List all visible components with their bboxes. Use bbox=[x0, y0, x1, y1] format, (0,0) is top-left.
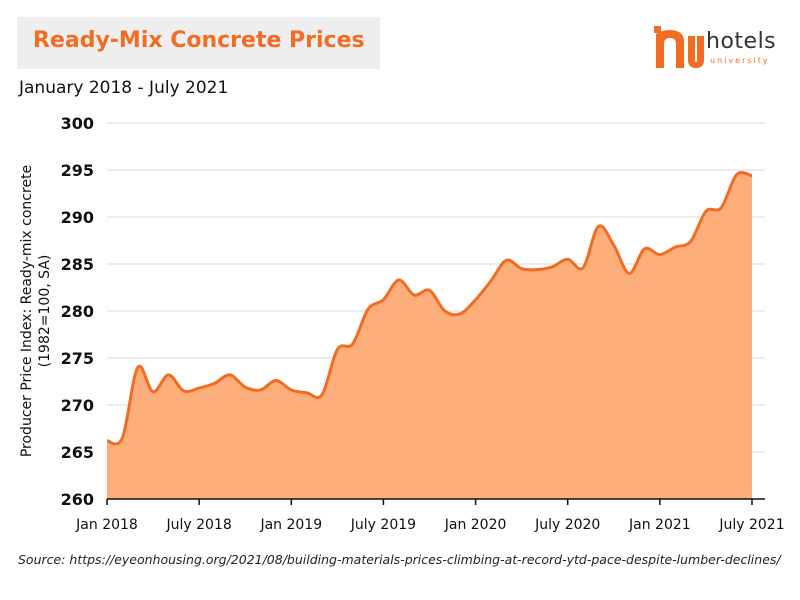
x-tick-label: July 2021 bbox=[718, 517, 784, 533]
logo-subtext: university bbox=[710, 56, 770, 65]
logo-mark-icon bbox=[654, 26, 704, 68]
y-tick-label: 275 bbox=[61, 349, 94, 368]
y-tick-label: 285 bbox=[61, 255, 94, 274]
x-tick-label: July 2020 bbox=[534, 517, 600, 533]
y-tick-label: 295 bbox=[61, 161, 94, 180]
y-tick-labels: 260 265 270 275 280 285 290 295 300 bbox=[61, 114, 94, 509]
x-tick-labels: Jan 2018 July 2018 Jan 2019 July 2019 Jan 20… bbox=[75, 499, 785, 533]
source-note: Source: https://eyeonhousing.org/2021/08… bbox=[18, 552, 781, 567]
x-tick-label: Jan 2020 bbox=[444, 517, 507, 533]
x-tick-label: Jan 2021 bbox=[628, 517, 691, 533]
y-tick-label: 300 bbox=[61, 114, 94, 133]
y-tick-label: 270 bbox=[61, 396, 94, 415]
x-tick-label: July 2018 bbox=[166, 517, 232, 533]
title-box: Ready-Mix Concrete Prices bbox=[17, 17, 380, 69]
series-line bbox=[106, 171, 753, 446]
chart-subtitle: January 2018 - July 2021 bbox=[19, 78, 229, 98]
x-tick-label: Jan 2019 bbox=[259, 517, 322, 533]
y-tick-label: 290 bbox=[61, 208, 94, 227]
y-tick-label: 280 bbox=[61, 302, 94, 321]
area-chart: 260 265 270 275 280 285 290 295 300 Jan 2018 July… bbox=[19, 114, 785, 533]
hotels-university-logo: hotels university bbox=[650, 14, 790, 74]
y-axis-label: Producer Price Index: Ready-mix concrete… bbox=[19, 165, 53, 457]
chart-title: Ready-Mix Concrete Prices bbox=[33, 28, 365, 53]
logo-wordmark: hotels bbox=[706, 29, 777, 54]
x-tick-label: Jan 2018 bbox=[75, 517, 138, 533]
series-area-fill bbox=[107, 172, 752, 499]
y-tick-label: 260 bbox=[61, 490, 94, 509]
x-tick-label: July 2019 bbox=[350, 517, 416, 533]
y-tick-label: 265 bbox=[61, 443, 94, 462]
